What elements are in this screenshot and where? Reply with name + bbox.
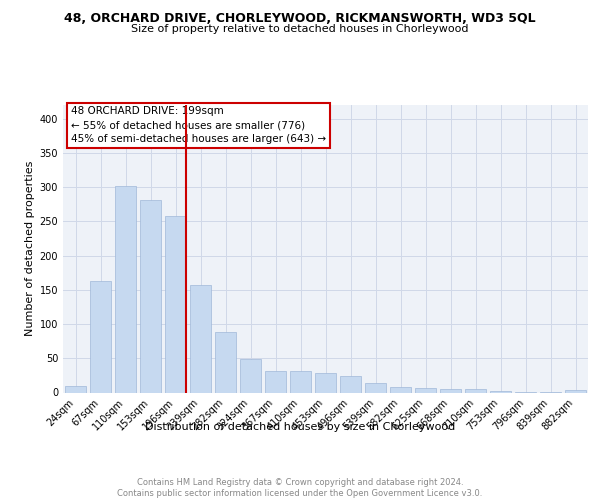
Bar — [565, 390, 586, 392]
Text: Size of property relative to detached houses in Chorleywood: Size of property relative to detached ho… — [131, 24, 469, 34]
Bar — [365, 383, 386, 392]
Bar — [165, 216, 186, 392]
Bar — [315, 374, 336, 392]
Y-axis label: Number of detached properties: Number of detached properties — [25, 161, 35, 336]
Bar — [140, 200, 161, 392]
Bar — [190, 285, 211, 393]
Bar — [440, 389, 461, 392]
Bar — [115, 186, 136, 392]
Bar — [490, 391, 511, 392]
Text: Distribution of detached houses by size in Chorleywood: Distribution of detached houses by size … — [145, 422, 455, 432]
Bar — [340, 376, 361, 392]
Bar — [390, 387, 411, 392]
Text: 48 ORCHARD DRIVE: 199sqm
← 55% of detached houses are smaller (776)
45% of semi-: 48 ORCHARD DRIVE: 199sqm ← 55% of detach… — [71, 106, 326, 144]
Bar — [90, 281, 111, 392]
Bar — [290, 372, 311, 392]
Bar — [215, 332, 236, 392]
Text: 48, ORCHARD DRIVE, CHORLEYWOOD, RICKMANSWORTH, WD3 5QL: 48, ORCHARD DRIVE, CHORLEYWOOD, RICKMANS… — [64, 12, 536, 26]
Text: Contains HM Land Registry data © Crown copyright and database right 2024.
Contai: Contains HM Land Registry data © Crown c… — [118, 478, 482, 498]
Bar — [265, 370, 286, 392]
Bar — [65, 386, 86, 392]
Bar — [240, 359, 261, 392]
Bar — [465, 389, 486, 392]
Bar — [415, 388, 436, 392]
